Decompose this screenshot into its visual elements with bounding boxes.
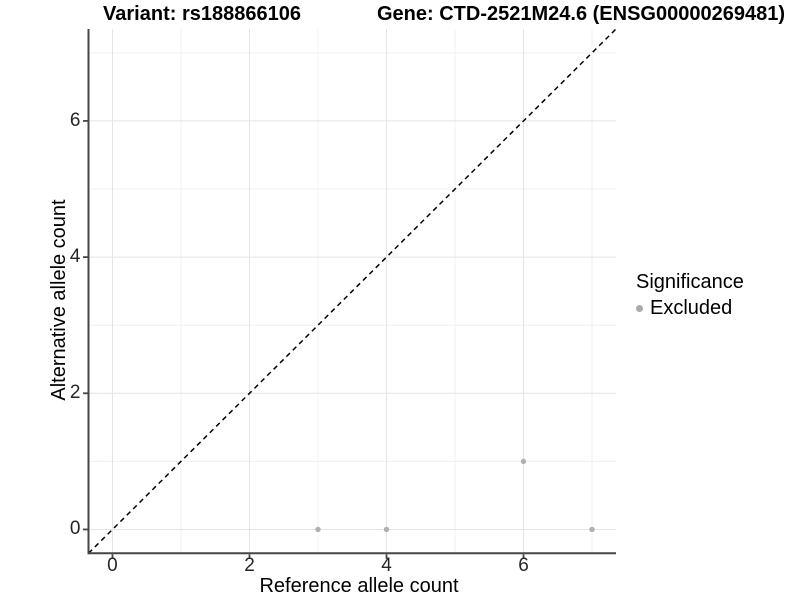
x-tick-label-6: 6 xyxy=(518,555,529,576)
y-tick-label-6: 6 xyxy=(69,109,81,131)
data-point-excluded xyxy=(383,526,390,533)
excluded-point-icon xyxy=(636,305,643,312)
x-tick-label-0: 0 xyxy=(107,555,118,576)
y-tick-label-0: 0 xyxy=(69,518,81,540)
y-tick-label-4: 4 xyxy=(69,246,81,268)
legend-entry-excluded: Excluded xyxy=(636,297,744,320)
legend: Significance Excluded xyxy=(636,271,744,320)
data-point-excluded xyxy=(315,526,321,533)
x-axis-title: Reference allele count xyxy=(259,575,459,597)
legend-entry-label: Excluded xyxy=(650,297,733,319)
y-tick-label-2: 2 xyxy=(69,382,81,404)
legend-title: Significance xyxy=(636,271,744,293)
data-point-excluded xyxy=(520,458,527,465)
plot-title-gene: Gene: CTD-2521M24.6 (ENSG00000269481) xyxy=(377,3,785,25)
x-tick-label-4: 4 xyxy=(381,555,392,576)
plot-title-variant: Variant: rs188866106 xyxy=(103,3,301,25)
y-axis-title: Alternative allele count xyxy=(48,199,70,401)
data-point-excluded xyxy=(589,526,595,533)
x-tick-label-2: 2 xyxy=(244,555,255,576)
identity-dashed-line xyxy=(87,28,617,554)
